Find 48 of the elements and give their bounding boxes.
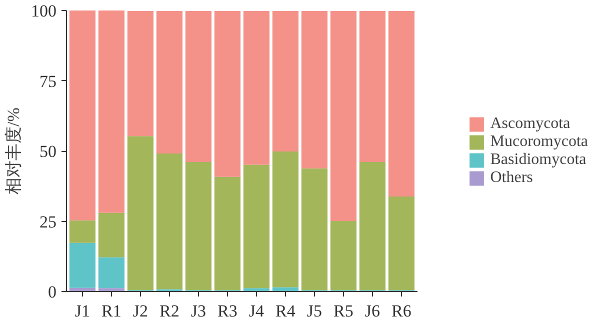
bar: [388, 196, 414, 290]
x-tick-label: R5: [334, 302, 354, 320]
bar: [330, 220, 356, 290]
x-tick-label: J4: [248, 302, 265, 320]
bar: [301, 11, 328, 168]
bar: [127, 136, 154, 290]
legend-label: Ascomycota: [490, 114, 570, 132]
bar: [330, 11, 356, 221]
bar: [156, 154, 182, 290]
y-tick-label: 75: [40, 72, 56, 91]
legend-label: Mucoromycota: [490, 132, 588, 150]
bar: [301, 168, 328, 290]
bar: [69, 242, 96, 288]
x-tick-label: R2: [160, 302, 180, 320]
bar: [388, 11, 414, 197]
x-tick-label: J5: [306, 302, 322, 320]
bar: [272, 152, 298, 288]
y-tick-label: 50: [40, 142, 56, 161]
bar: [243, 11, 270, 165]
x-tick-label: R4: [276, 302, 296, 320]
x-tick-label: R1: [102, 302, 122, 320]
bar: [359, 162, 386, 290]
bar: [156, 11, 182, 154]
y-axis-title: 相对丰度/%: [4, 108, 23, 194]
legend-label: Others: [490, 168, 533, 186]
y-tick-label: 100: [31, 2, 56, 20]
x-tick-label: R6: [392, 302, 412, 320]
bar: [272, 11, 298, 152]
bar: [98, 212, 124, 258]
bar: [185, 11, 212, 162]
x-tick-label: J2: [132, 302, 148, 320]
bar: [69, 220, 96, 243]
x-tick-label: J3: [190, 302, 206, 320]
bar: [127, 11, 154, 136]
bar: [359, 11, 386, 162]
bar: [214, 11, 240, 177]
bar: [98, 257, 124, 288]
legend-label: Basidiomycota: [490, 150, 586, 168]
bar: [243, 164, 270, 288]
bar: [185, 162, 212, 290]
bar: [69, 10, 96, 220]
x-tick-label: R3: [218, 302, 238, 320]
y-tick-label: 25: [40, 212, 56, 232]
bar: [214, 176, 240, 290]
y-tick-label: 0: [48, 282, 56, 302]
x-tick-label: J6: [364, 302, 380, 320]
x-tick-label: J1: [74, 302, 90, 320]
bar: [98, 10, 124, 213]
